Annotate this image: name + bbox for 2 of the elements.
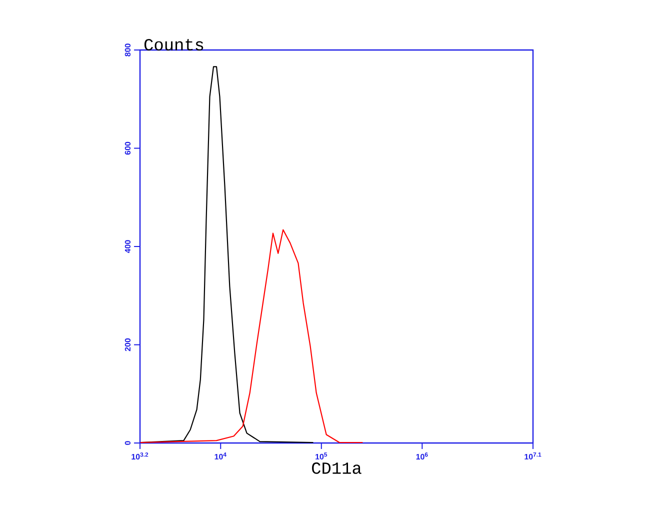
- y-axis-title: Counts: [144, 38, 204, 50]
- x-axis-title: CD11a: [312, 462, 362, 474]
